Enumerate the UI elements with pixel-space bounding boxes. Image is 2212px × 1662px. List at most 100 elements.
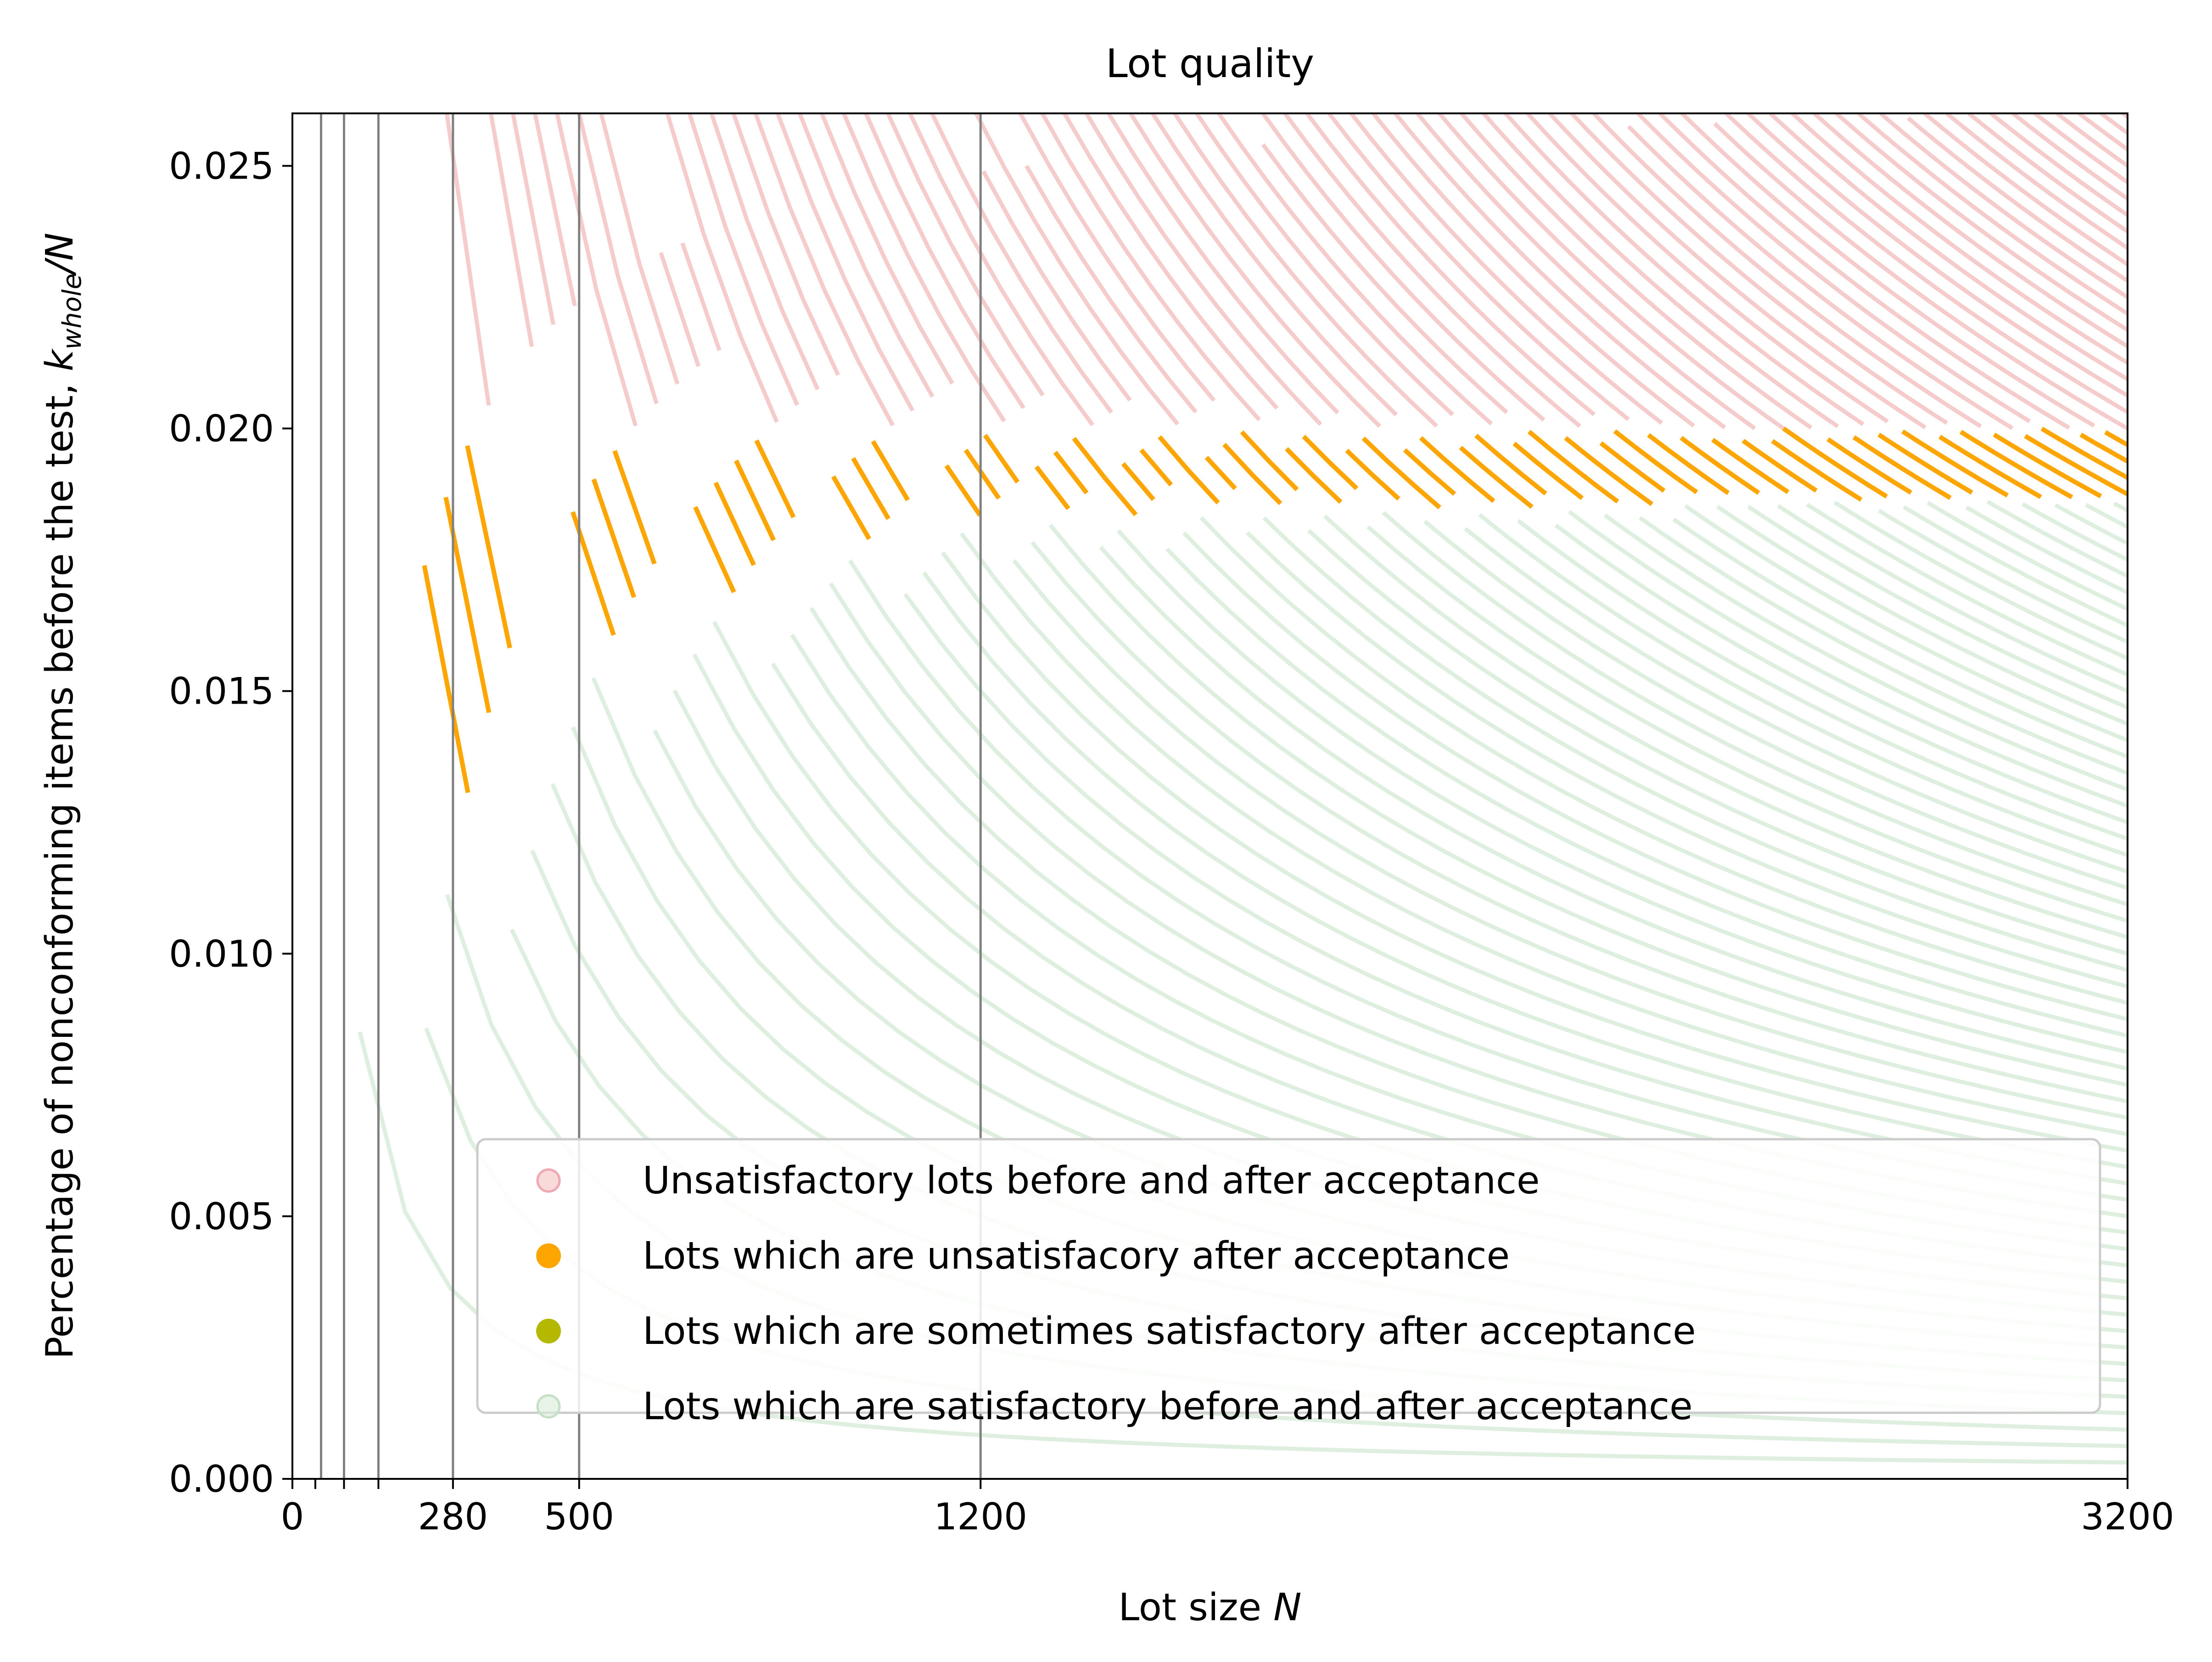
unsatisfactory-curve-78	[2011, 113, 2128, 201]
y-tick-label-0: 0.000	[169, 1458, 274, 1500]
x-tick-label-6: 1200	[934, 1495, 1027, 1538]
legend-marker-sometimes	[536, 1319, 561, 1343]
unsatisfactory-after-curve-16	[754, 439, 796, 519]
unsatisfactory-curve-57	[1548, 113, 1926, 430]
satisfactory-curve-34	[1366, 525, 2128, 923]
unsatisfactory-curve-19	[709, 113, 820, 391]
unsatisfactory-after-curve-56	[1901, 429, 2009, 498]
unsatisfactory-after-curve-28	[1121, 462, 1155, 501]
unsatisfactory-curve-41	[1195, 113, 1454, 416]
legend-label-unsatisfactory-after: Lots which are unsatisfacory after accep…	[643, 1234, 1510, 1278]
unsatisfactory-curve-33	[1018, 113, 1216, 402]
unsatisfactory-curve-72	[1879, 113, 2128, 299]
satisfactory-curve-22	[1012, 559, 2128, 1120]
unsatisfactory-after-curve-41	[1474, 434, 1547, 496]
unsatisfactory-after-curve-39	[1419, 436, 1495, 503]
unsatisfactory-curve-80	[2055, 113, 2128, 168]
satisfactory-curve-31	[1262, 516, 2128, 972]
unsatisfactory-after-curve-18	[831, 475, 871, 540]
unsatisfactory-curve-32	[1025, 165, 1198, 414]
unsatisfactory-curve-79	[2033, 113, 2128, 184]
unsatisfactory-curve-36	[1085, 113, 1322, 426]
satisfactory-curve-56	[2022, 502, 2128, 562]
plot-frame	[291, 112, 2128, 1480]
unsatisfactory-curve-77	[1989, 113, 2128, 217]
unsatisfactory-after-curve-11	[612, 450, 657, 565]
unsatisfactory-after-curve-63	[2104, 430, 2128, 447]
satisfactory-curve-27	[1165, 547, 2128, 1038]
satisfactory-curve-37	[1464, 527, 2128, 874]
satisfactory-curve-45	[1684, 504, 2128, 743]
unsatisfactory-after-curve-43	[1527, 430, 1619, 504]
y-axis-label-var: k	[38, 348, 82, 371]
unsatisfactory-after-curve-6	[465, 445, 512, 649]
unsatisfactory-curve-27	[886, 113, 1045, 397]
unsatisfactory-after-curve-49	[1711, 438, 1790, 494]
unsatisfactory-curve-39	[1151, 113, 1398, 417]
legend-label-satisfactory: Lots which are satisfactory before and a…	[643, 1385, 1693, 1428]
unsatisfactory-curve-12	[555, 113, 638, 426]
unsatisfactory-after-curve-40	[1459, 446, 1534, 509]
unsatisfactory-curve-10	[511, 113, 555, 325]
unsatisfactory-after-curve-19	[851, 457, 890, 520]
satisfactory-curve-19	[922, 571, 2128, 1170]
unsatisfactory-after-curve-33	[1240, 430, 1299, 492]
y-axis-label: Percentage of nonconforming items before…	[38, 233, 87, 1359]
unsatisfactory-curve-9	[489, 113, 534, 347]
unsatisfactory-curve-55	[1504, 113, 1865, 426]
unsatisfactory-curve-54	[1482, 113, 1839, 428]
x-axis-label: Lot size N	[1118, 1586, 1301, 1629]
unsatisfactory-curve-81	[2078, 113, 2128, 151]
unsatisfactory-after-curve-45	[1599, 441, 1666, 493]
unsatisfactory-curve-60	[1627, 125, 2014, 430]
unsatisfactory-after-curve-30	[1158, 435, 1220, 504]
unsatisfactory-after-curve-22	[944, 464, 982, 517]
unsatisfactory-after-curve-23	[963, 448, 1001, 500]
unsatisfactory-curve-11	[533, 113, 577, 307]
satisfactory-curve-50	[1833, 500, 2128, 660]
satisfactory-curve-35	[1382, 511, 2128, 907]
satisfactory-curve-20	[941, 551, 2128, 1153]
x-tick-label-5: 500	[544, 1495, 614, 1538]
unsatisfactory-after-curve-57	[1938, 435, 2042, 499]
unsatisfactory-curve-70	[1835, 113, 2128, 332]
unsatisfactory-curve-64	[1713, 122, 2128, 431]
satisfactory-curve-54	[1965, 505, 2128, 595]
satisfactory-curve-32	[1307, 529, 2128, 956]
unsatisfactory-after-curve-58	[1960, 430, 2073, 499]
satisfactory-curve-59	[2113, 501, 2128, 513]
unsatisfactory-curve-58	[1570, 113, 1948, 425]
unsatisfactory-after-curve-50	[1742, 439, 1818, 493]
unsatisfactory-curve-67	[1769, 113, 2128, 381]
unsatisfactory-after-curve-60	[2024, 434, 2128, 496]
unsatisfactory-curve-52	[1438, 113, 1785, 431]
unsatisfactory-after-curve-13	[693, 506, 736, 593]
y-tick-label-2: 0.010	[169, 933, 274, 975]
legend-marker-unsatisfactory-after	[536, 1243, 561, 1268]
unsatisfactory-curve-13	[577, 113, 659, 404]
unsatisfactory-curve-20	[731, 113, 840, 376]
satisfactory-curve-47	[1747, 504, 2128, 710]
unsatisfactory-curve-75	[1945, 113, 2128, 250]
x-tick-label-0: 0	[281, 1495, 304, 1538]
unsatisfactory-after-curve-27	[1072, 436, 1138, 516]
unsatisfactory-after-curve-26	[1053, 451, 1089, 495]
unsatisfactory-after-curve-53	[1826, 437, 1913, 495]
satisfactory-curve-28	[1182, 531, 2128, 1022]
unsatisfactory-curve-71	[1857, 113, 2128, 316]
unsatisfactory-after-curve-15	[734, 459, 776, 542]
satisfactory-curve-38	[1478, 513, 2128, 857]
y-tick-label-3: 0.015	[169, 670, 274, 713]
satisfactory-curve-24	[1048, 524, 2128, 1087]
unsatisfactory-curve-56	[1526, 113, 1889, 424]
unsatisfactory-after-curve-55	[1877, 432, 1973, 495]
unsatisfactory-after-curve-32	[1222, 442, 1282, 505]
satisfactory-curve-25	[1099, 546, 2128, 1071]
unsatisfactory-after-curve-35	[1302, 435, 1359, 490]
unsatisfactory-curve-65	[1725, 113, 2128, 414]
legend-label-sometimes: Lots which are sometimes satisfactory af…	[643, 1309, 1696, 1353]
unsatisfactory-after-curve-14	[713, 481, 756, 566]
unsatisfactory-curve-63	[1680, 113, 2095, 428]
unsatisfactory-curve-37	[1107, 113, 1339, 414]
unsatisfactory-after-curve-38	[1403, 448, 1456, 496]
